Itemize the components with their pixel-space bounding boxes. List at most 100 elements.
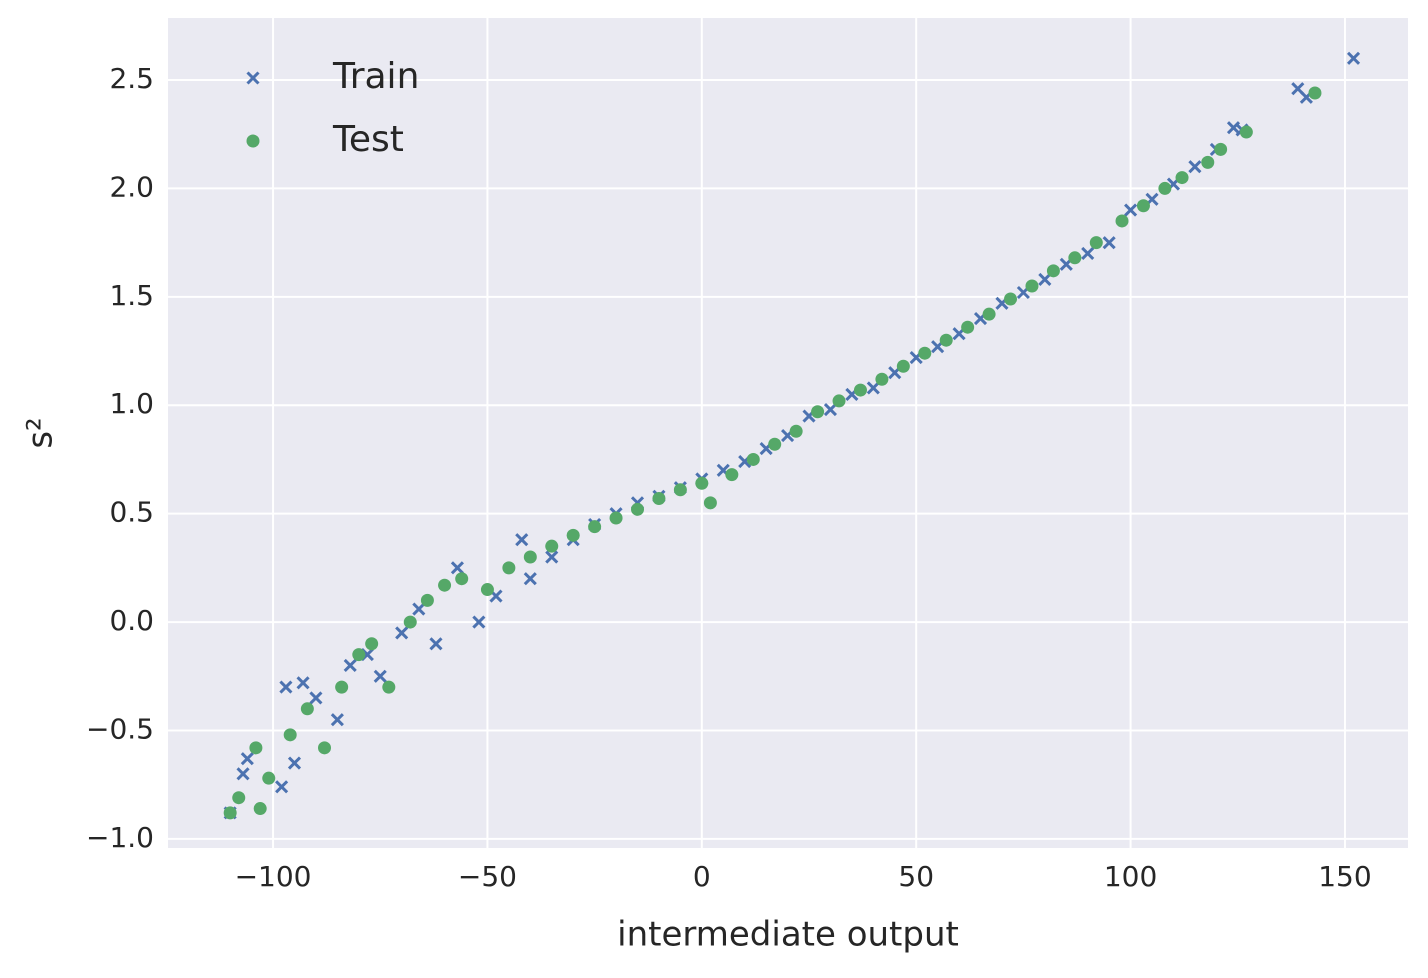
y-tick-label: −1.0 [86, 821, 154, 854]
point [1068, 251, 1082, 265]
point [373, 669, 387, 683]
x-tick-label: −50 [458, 860, 517, 893]
point [420, 593, 434, 607]
point [811, 405, 825, 419]
point [1089, 236, 1103, 250]
point [566, 528, 580, 542]
point [523, 572, 537, 586]
legend-marker [246, 71, 260, 85]
point [853, 383, 867, 397]
point [703, 496, 717, 510]
point [395, 626, 409, 640]
point [502, 561, 516, 575]
point [236, 767, 250, 781]
x-axis-label: intermediate output [617, 915, 959, 955]
point [480, 583, 494, 597]
point [455, 572, 469, 586]
point [545, 539, 559, 553]
point [1308, 86, 1322, 100]
point [1124, 203, 1138, 217]
y-axis-label: s² [21, 417, 61, 448]
point [283, 728, 297, 742]
point [1201, 155, 1215, 169]
point [1188, 160, 1202, 174]
point [275, 780, 289, 794]
point [746, 452, 760, 466]
point [429, 637, 443, 651]
point [588, 520, 602, 534]
y-tick-label: −0.5 [86, 712, 154, 745]
point [1214, 142, 1228, 156]
point [918, 346, 932, 360]
point [450, 561, 464, 575]
point [961, 320, 975, 334]
point [695, 476, 709, 490]
point [253, 802, 267, 816]
point [343, 658, 357, 672]
y-tick-label: 2.0 [109, 170, 154, 203]
x-tick-label: 50 [898, 860, 934, 893]
x-tick-label: 150 [1318, 860, 1371, 893]
point [609, 511, 623, 525]
point [768, 437, 782, 451]
y-tick-label: 0.5 [109, 496, 154, 529]
point [1136, 199, 1150, 213]
point [1046, 264, 1060, 278]
legend-marker [246, 134, 260, 148]
point [1081, 246, 1095, 261]
point [789, 424, 803, 438]
point [472, 615, 486, 629]
point [223, 806, 237, 820]
point [725, 468, 739, 482]
point [1175, 171, 1189, 185]
y-tick-label: 1.0 [109, 387, 154, 420]
point [875, 372, 889, 386]
point [262, 771, 276, 785]
point [515, 533, 529, 547]
point [240, 752, 254, 766]
plot-area [168, 18, 1408, 848]
y-tick-label: 0.0 [109, 604, 154, 637]
point [896, 359, 910, 373]
point [232, 791, 246, 805]
point [296, 676, 310, 690]
point [330, 713, 344, 727]
point [352, 648, 366, 662]
point [412, 602, 426, 616]
point [382, 680, 396, 694]
point [982, 307, 996, 321]
x-tick-label: 100 [1104, 860, 1157, 893]
point [1239, 125, 1253, 139]
point [300, 702, 314, 716]
point [823, 403, 838, 417]
point [1158, 181, 1172, 195]
point [939, 333, 953, 347]
point [279, 680, 293, 694]
point [1115, 214, 1129, 228]
x-tick-label: −100 [235, 860, 312, 893]
x-tick-label: 0 [693, 860, 711, 893]
point [1004, 292, 1018, 306]
point [438, 578, 452, 592]
y-tick-label: 2.5 [109, 62, 154, 95]
point [249, 741, 263, 755]
point [1102, 236, 1116, 250]
point [523, 550, 537, 564]
point [403, 615, 417, 629]
point [673, 483, 687, 497]
point [1346, 51, 1361, 65]
point [335, 680, 349, 694]
legend-label: Test [332, 119, 404, 160]
point [1025, 279, 1039, 293]
legend-label: Train [332, 56, 419, 97]
point [318, 741, 332, 755]
y-tick-label: 1.5 [109, 279, 154, 312]
point [309, 691, 323, 705]
point [832, 394, 846, 408]
point [631, 502, 645, 516]
point [287, 756, 302, 770]
point [365, 637, 379, 651]
point [866, 381, 880, 395]
